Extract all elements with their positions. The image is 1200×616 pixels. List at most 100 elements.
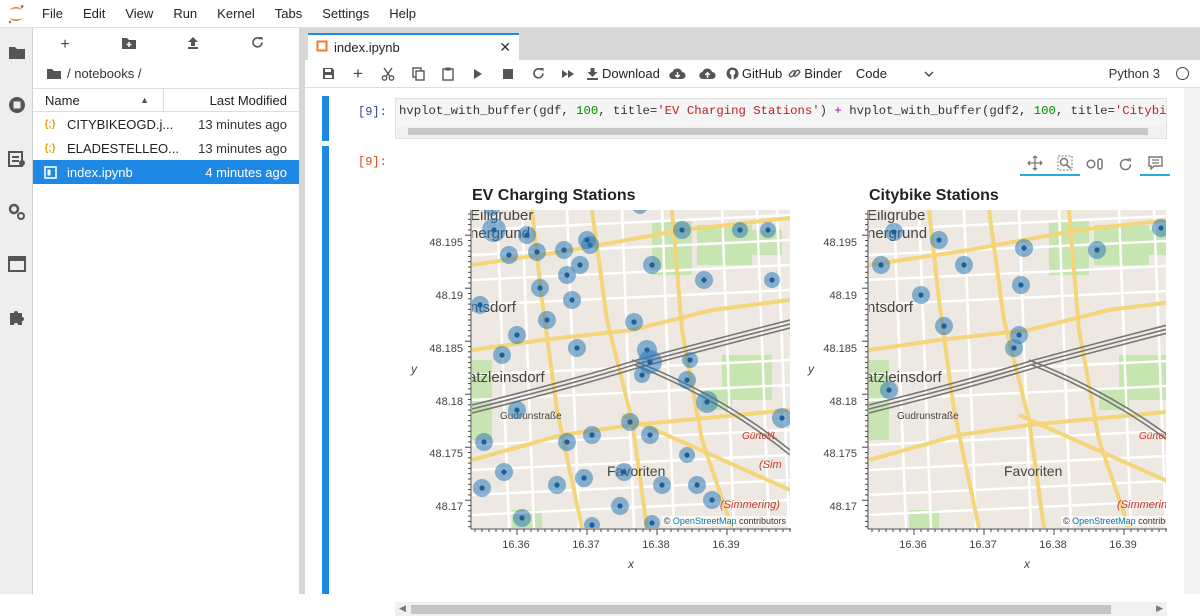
y-tick-label: 48.17 xyxy=(435,501,463,513)
station-point xyxy=(1021,245,1027,251)
restart-button[interactable] xyxy=(523,62,553,86)
x-tick-label: 16.39 xyxy=(1109,539,1137,551)
scroll-left-icon[interactable]: ◀ xyxy=(399,603,406,613)
station-point xyxy=(1094,247,1100,253)
scroll-right-icon[interactable]: ▶ xyxy=(1156,603,1163,613)
wheel-zoom-tool-icon[interactable] xyxy=(1080,152,1110,176)
breadcrumb-path[interactable]: / notebooks / xyxy=(67,65,142,81)
binder-button[interactable]: Binder xyxy=(785,62,845,86)
output-collapser[interactable] xyxy=(322,146,329,594)
interrupt-button[interactable] xyxy=(493,62,523,86)
running-icon[interactable] xyxy=(6,94,27,115)
menu-view[interactable]: View xyxy=(125,6,154,21)
tab-index-ipynb[interactable]: index.ipynb ✕ xyxy=(308,33,519,60)
folder-icon[interactable] xyxy=(6,42,27,63)
y-tick-label: 48.175 xyxy=(823,448,857,460)
menu-tabs[interactable]: Tabs xyxy=(274,6,303,21)
kernel-status-icon xyxy=(1176,67,1189,80)
file-row[interactable]: {;} ELADESTELLEO... 13 minutes ago xyxy=(33,136,299,160)
upload-button[interactable] xyxy=(161,36,225,54)
map-tiles: EiligrubernergrundntsdorfatzleinsdorfGud… xyxy=(472,210,790,528)
station-point xyxy=(891,229,897,235)
minor-street xyxy=(869,499,1166,517)
cut-button[interactable] xyxy=(373,62,403,86)
copy-button[interactable] xyxy=(403,62,433,86)
station-point xyxy=(694,482,700,488)
pan-tool-icon[interactable] xyxy=(1020,152,1050,176)
last-modified-column-header[interactable]: Last Modified xyxy=(209,92,287,108)
code-scrollbar[interactable] xyxy=(398,126,1164,137)
station-point xyxy=(564,439,570,445)
copy-icon xyxy=(411,66,425,81)
new-launcher-button[interactable]: + xyxy=(60,35,70,53)
output-scrollbar-thumb[interactable] xyxy=(411,605,1111,614)
cloud-download-button[interactable] xyxy=(663,62,693,86)
map-panel[interactable]: EiligrubenergrundntsdorfatzleinsdorfGudr… xyxy=(869,210,1166,528)
file-row[interactable]: {;} CITYBIKEOGD.j... 13 minutes ago xyxy=(33,112,299,136)
menu-kernel[interactable]: Kernel xyxy=(217,6,255,21)
save-button[interactable] xyxy=(313,62,343,86)
rail-line xyxy=(1028,359,1166,435)
station-point xyxy=(918,292,924,298)
activity-bar xyxy=(0,28,33,594)
download-button[interactable]: Download xyxy=(583,62,663,86)
sort-ascending-icon: ▲ xyxy=(140,95,149,105)
rail-line xyxy=(869,324,1166,406)
cloud-upload-button[interactable] xyxy=(693,62,723,86)
attribution-prefix: © xyxy=(1063,516,1073,526)
code-token: hvplot_with_buffer(gdf2, xyxy=(841,104,1034,118)
station-point xyxy=(499,352,505,358)
input-collapser[interactable] xyxy=(322,96,329,141)
code-token: ) xyxy=(819,104,835,118)
y-tick-label: 48.185 xyxy=(429,343,463,355)
paste-button[interactable] xyxy=(433,62,463,86)
cell-type-value: Code xyxy=(855,66,887,81)
panel-splitter[interactable] xyxy=(299,28,305,594)
code-editor[interactable]: hvplot_with_buffer(gdf, 100, title='EV C… xyxy=(395,98,1167,139)
notebook-panel: [9]: hvplot_with_buffer(gdf, 100, title=… xyxy=(305,88,1200,616)
station-point xyxy=(577,262,583,268)
x-tick-label: 16.38 xyxy=(642,539,670,551)
property-inspector-icon[interactable] xyxy=(6,201,27,222)
commands-icon[interactable] xyxy=(6,148,27,169)
file-row-selected[interactable]: index.ipynb 4 minutes ago xyxy=(33,160,299,184)
cloud-download-icon xyxy=(669,68,686,79)
refresh-button[interactable] xyxy=(225,36,289,54)
menu-edit[interactable]: Edit xyxy=(82,6,106,21)
reset-tool-icon[interactable] xyxy=(1110,152,1140,176)
menu-run[interactable]: Run xyxy=(173,6,198,21)
map-tiles: EiligrubenergrundntsdorfatzleinsdorfGudr… xyxy=(869,210,1166,528)
menu-help[interactable]: Help xyxy=(389,6,416,21)
download-icon xyxy=(587,68,598,80)
output-scrollbar[interactable]: ◀ ▶ xyxy=(395,602,1167,616)
cell-type-select[interactable]: Code xyxy=(853,62,937,86)
notebook-vertical-scrollbar[interactable] xyxy=(1184,88,1200,594)
station-point xyxy=(501,469,507,475)
map-panel[interactable]: EiligrubernergrundntsdorfatzleinsdorfGud… xyxy=(472,210,790,528)
y-tick-label: 48.175 xyxy=(429,448,463,460)
hover-tool-icon[interactable] xyxy=(1140,152,1170,176)
extension-icon[interactable] xyxy=(6,306,27,327)
kernel-name[interactable]: Python 3 xyxy=(1108,66,1160,81)
tabs-icon[interactable] xyxy=(6,253,27,274)
folder-icon[interactable] xyxy=(47,68,61,79)
openstreetmap-link[interactable]: OpenStreetMap xyxy=(1072,516,1136,526)
station-buffer-marker xyxy=(633,210,647,214)
major-road xyxy=(927,210,981,528)
openstreetmap-link[interactable]: OpenStreetMap xyxy=(672,516,737,526)
station-point xyxy=(617,503,623,509)
box-zoom-tool-icon[interactable] xyxy=(1050,152,1080,176)
code-scrollbar-thumb[interactable] xyxy=(408,128,1148,135)
station-point xyxy=(769,277,775,283)
menu-settings[interactable]: Settings xyxy=(322,6,370,21)
upload-icon xyxy=(188,36,198,49)
name-column-header[interactable]: Name ▲ xyxy=(33,89,164,111)
close-tab-icon[interactable]: ✕ xyxy=(499,39,511,55)
run-button[interactable] xyxy=(463,62,493,86)
restart-run-all-button[interactable] xyxy=(553,62,583,86)
github-button[interactable]: GitHub xyxy=(723,62,785,86)
new-folder-button[interactable] xyxy=(97,36,161,54)
menu-file[interactable]: File xyxy=(42,6,63,21)
insert-cell-button[interactable]: + xyxy=(353,63,363,83)
refresh-icon xyxy=(251,36,263,48)
